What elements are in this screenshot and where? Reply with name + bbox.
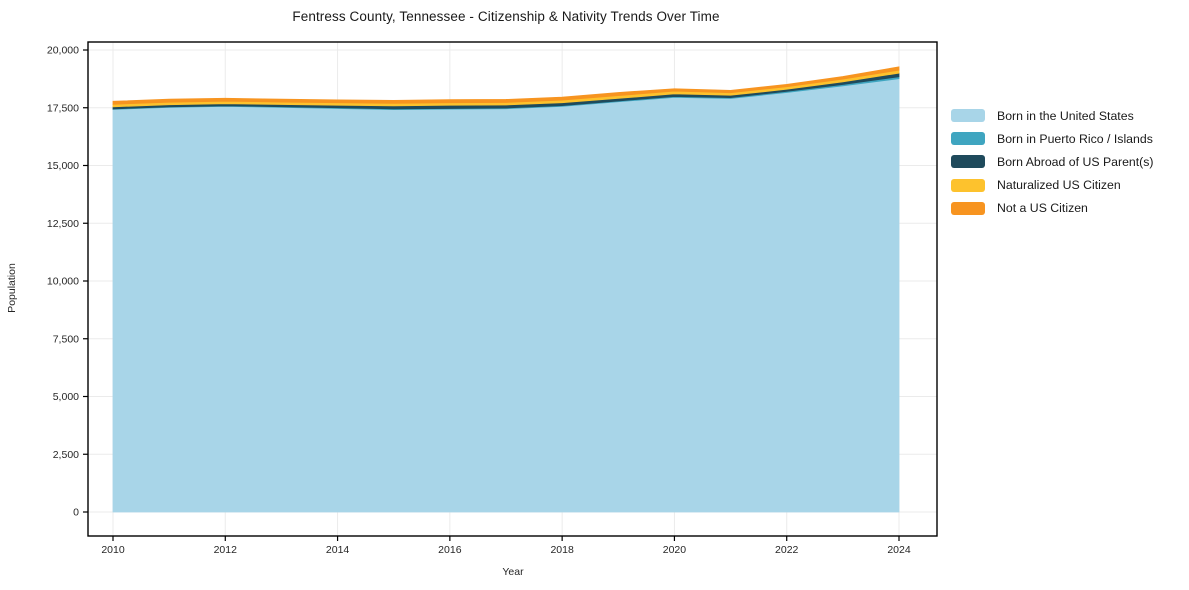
svg-text:0: 0 — [73, 507, 79, 519]
svg-text:2016: 2016 — [438, 544, 462, 556]
svg-text:20,000: 20,000 — [47, 45, 79, 57]
svg-text:2024: 2024 — [887, 544, 911, 556]
svg-text:10,000: 10,000 — [47, 276, 79, 288]
legend-label-not-citizen: Not a US Citizen — [997, 201, 1088, 216]
svg-text:5,000: 5,000 — [53, 391, 79, 403]
svg-text:17,500: 17,500 — [47, 102, 79, 114]
legend-swatch-not-citizen-icon — [951, 201, 985, 215]
legend-label-puerto-rico: Born in Puerto Rico / Islands — [997, 131, 1153, 146]
legend-label-naturalized: Naturalized US Citizen — [997, 178, 1121, 193]
legend-swatch-naturalized-icon — [951, 178, 985, 192]
svg-text:2,500: 2,500 — [53, 449, 79, 461]
legend-label-born-us: Born in the United States — [997, 108, 1134, 123]
svg-text:2022: 2022 — [775, 544, 799, 556]
legend-swatch-puerto-rico-icon — [951, 132, 985, 146]
legend-swatch-born-us-icon — [951, 109, 985, 123]
x-axis-label: Year — [502, 566, 524, 578]
legend-item-born-abroad: Born Abroad of US Parent(s) — [951, 150, 1154, 173]
area-series-0 — [112, 78, 900, 513]
legend-item-not-citizen: Not a US Citizen — [951, 197, 1154, 220]
svg-text:2014: 2014 — [326, 544, 350, 556]
area-series-4 — [112, 66, 900, 105]
chart-title: Fentress County, Tennessee - Citizenship… — [292, 9, 720, 24]
svg-text:2010: 2010 — [101, 544, 125, 556]
svg-text:7,500: 7,500 — [53, 333, 79, 345]
legend: Born in the United States Born in Puerto… — [951, 104, 1154, 220]
legend-item-naturalized: Naturalized US Citizen — [951, 174, 1154, 197]
svg-text:15,000: 15,000 — [47, 160, 79, 172]
svg-text:2018: 2018 — [550, 544, 574, 556]
legend-item-puerto-rico: Born in Puerto Rico / Islands — [951, 127, 1154, 150]
legend-swatch-born-abroad-icon — [951, 155, 985, 169]
legend-label-born-abroad: Born Abroad of US Parent(s) — [997, 154, 1154, 169]
svg-text:2012: 2012 — [214, 544, 238, 556]
svg-text:12,500: 12,500 — [47, 218, 79, 230]
legend-item-born-us: Born in the United States — [951, 104, 1154, 127]
svg-text:2020: 2020 — [663, 544, 687, 556]
